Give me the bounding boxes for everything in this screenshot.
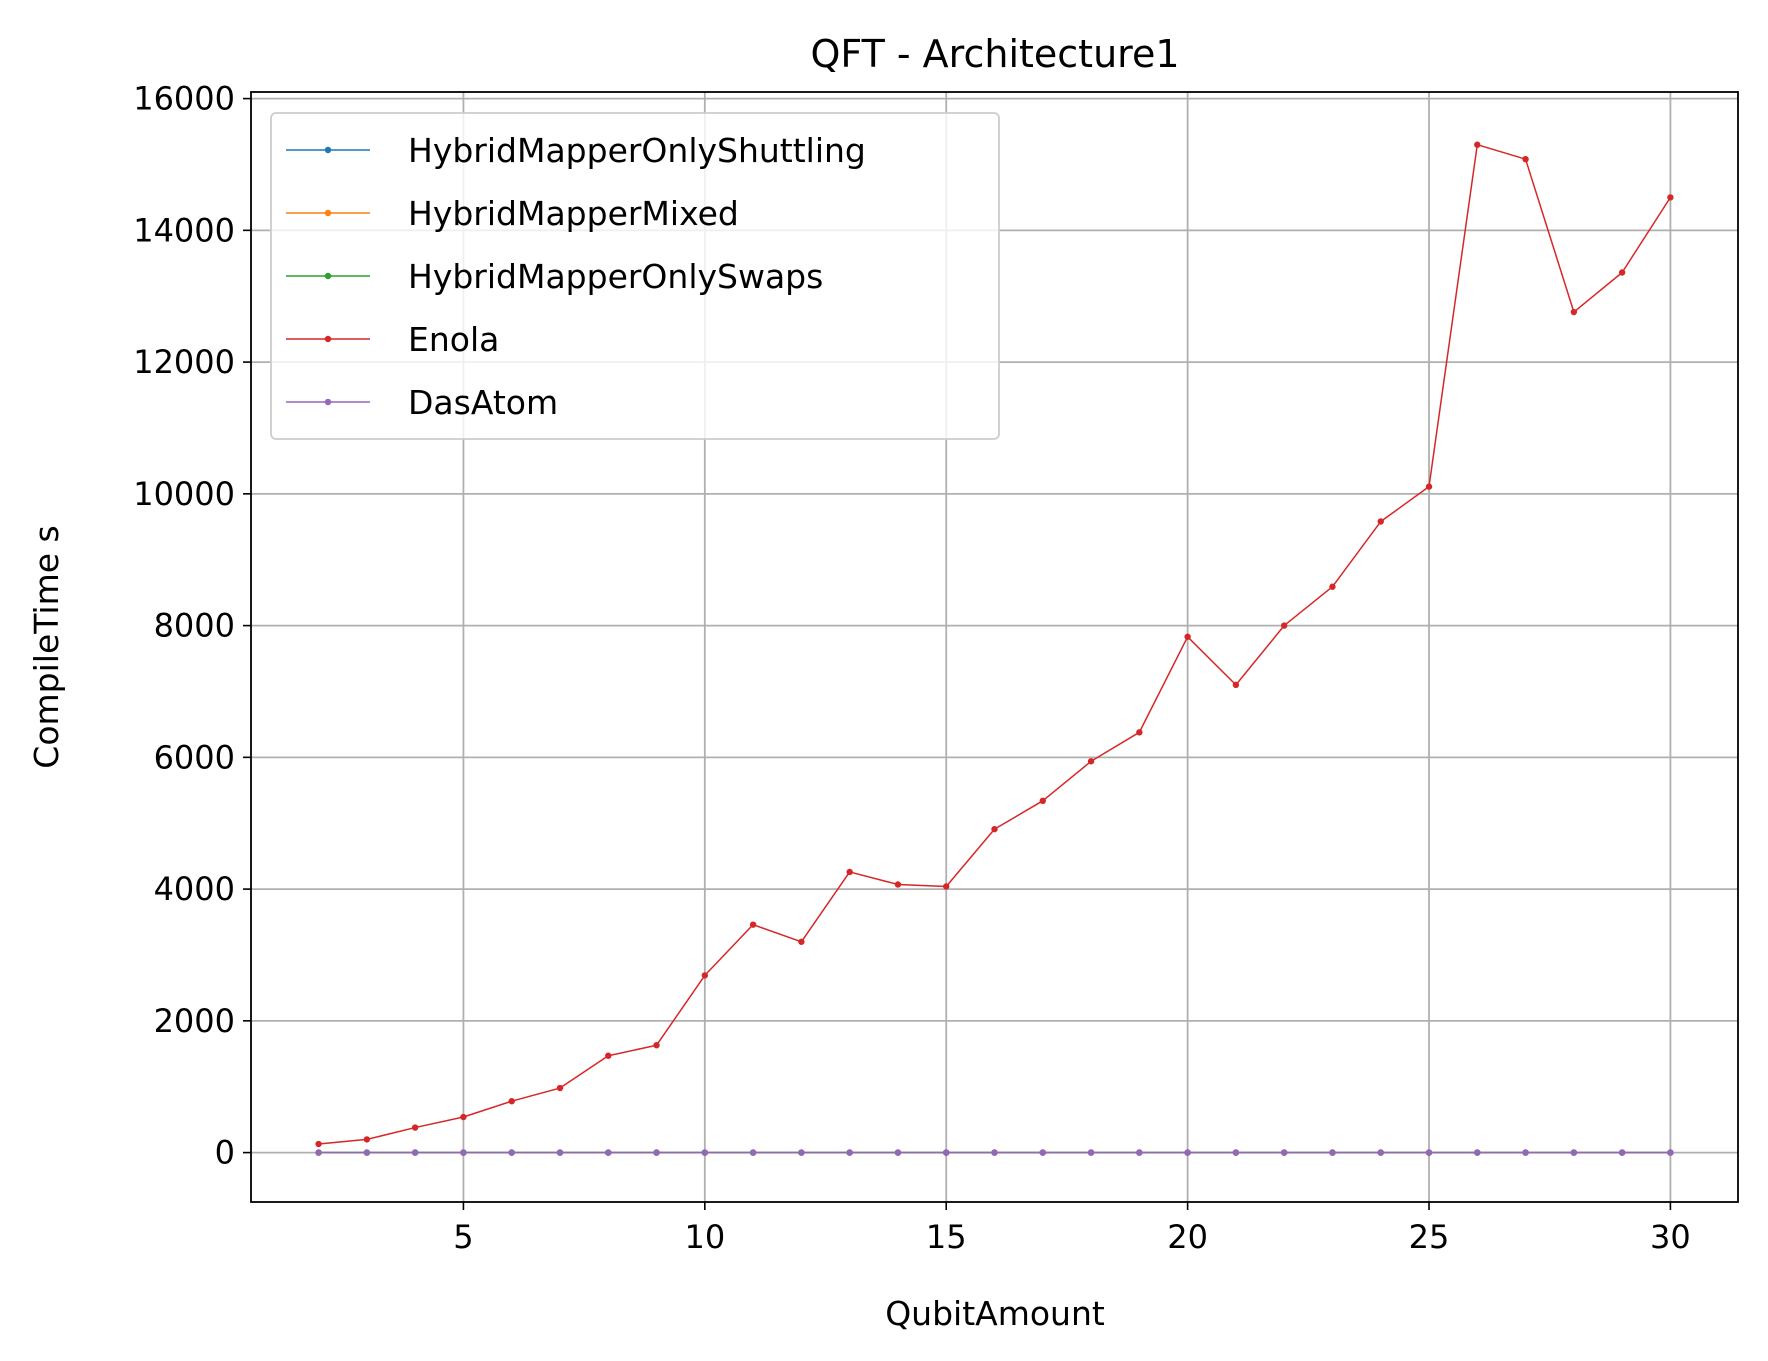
data-point-DasAtom — [508, 1149, 515, 1156]
data-point-Enola — [363, 1136, 371, 1143]
y-tick-label: 14000 — [133, 211, 235, 249]
data-point-Enola — [991, 825, 998, 833]
data-point-Enola — [846, 868, 853, 876]
data-point-DasAtom — [315, 1149, 322, 1156]
legend-box — [270, 112, 1000, 440]
data-point-Enola — [1232, 681, 1240, 689]
data-point-Enola — [1425, 483, 1433, 490]
series-Enola — [315, 141, 1674, 1148]
y-axis-label: CompileTime s — [27, 525, 66, 768]
data-point-DasAtom — [846, 1149, 853, 1156]
legend-item: HybridMapperOnlySwaps — [286, 257, 823, 296]
data-point-DasAtom — [1474, 1149, 1481, 1156]
data-point-Enola — [653, 1042, 660, 1049]
data-point-Enola — [605, 1052, 612, 1059]
data-point-DasAtom — [1618, 1149, 1626, 1156]
data-point-DasAtom — [1184, 1149, 1191, 1156]
data-point-DasAtom — [701, 1149, 709, 1156]
y-tick-label: 10000 — [133, 475, 235, 513]
data-point-Enola — [1039, 797, 1046, 805]
series-layer — [315, 141, 1674, 1156]
data-point-DasAtom — [1232, 1149, 1240, 1156]
legend-item: HybridMapperOnlyShuttling — [286, 131, 866, 170]
data-point-DasAtom — [798, 1149, 805, 1156]
x-tick-label: 5 — [453, 1218, 473, 1256]
data-point-DasAtom — [1570, 1149, 1578, 1156]
x-axis-label: QubitAmount — [885, 1294, 1105, 1333]
data-point-Enola — [749, 921, 757, 928]
data-point-Enola — [1087, 758, 1095, 765]
data-point-DasAtom — [1087, 1149, 1095, 1156]
data-point-Enola — [1570, 308, 1578, 316]
data-point-Enola — [315, 1140, 322, 1148]
data-point-DasAtom — [363, 1149, 371, 1156]
legend-marker — [324, 398, 332, 406]
legend-item: DasAtom — [286, 383, 558, 422]
data-point-DasAtom — [991, 1149, 998, 1156]
legend-marker — [324, 335, 332, 343]
legend-item: Enola — [286, 320, 499, 359]
data-point-Enola — [1618, 269, 1626, 276]
data-point-DasAtom — [1377, 1149, 1384, 1156]
legend-label: HybridMapperOnlySwaps — [408, 257, 823, 296]
data-point-Enola — [1184, 633, 1191, 640]
legend-label: HybridMapperOnlyShuttling — [408, 131, 866, 170]
x-tick-label: 30 — [1650, 1218, 1691, 1256]
data-point-Enola — [1329, 583, 1336, 590]
data-point-Enola — [508, 1098, 515, 1105]
legend-label: DasAtom — [408, 383, 558, 422]
data-point-DasAtom — [411, 1149, 419, 1156]
y-tick-label: 8000 — [154, 607, 235, 645]
data-point-DasAtom — [556, 1149, 564, 1156]
legend-marker — [324, 146, 332, 154]
x-tick-label: 10 — [684, 1218, 725, 1256]
data-point-Enola — [1377, 518, 1384, 525]
data-point-DasAtom — [653, 1149, 660, 1156]
data-point-DasAtom — [1329, 1149, 1336, 1156]
chart-title: QFT - Architecture1 — [811, 32, 1180, 76]
plot-frame — [250, 91, 1739, 1203]
data-point-DasAtom — [894, 1149, 902, 1156]
y-tick-label: 4000 — [154, 870, 235, 908]
data-point-DasAtom — [1425, 1149, 1433, 1156]
y-tick-label: 16000 — [133, 80, 235, 118]
y-tick-label: 2000 — [154, 1002, 235, 1040]
x-tick-label: 20 — [1167, 1218, 1208, 1256]
data-point-DasAtom — [1280, 1149, 1288, 1156]
legend: HybridMapperOnlyShuttling HybridMapperMix… — [270, 112, 1000, 440]
data-point-Enola — [943, 883, 950, 890]
data-point-Enola — [556, 1084, 564, 1092]
y-tick-label: 12000 — [133, 343, 235, 381]
legend-label: Enola — [408, 320, 499, 359]
data-point-Enola — [411, 1124, 419, 1131]
legend-marker — [324, 209, 332, 217]
data-point-DasAtom — [1667, 1149, 1674, 1156]
data-point-DasAtom — [749, 1149, 757, 1156]
data-point-DasAtom — [1136, 1149, 1143, 1156]
data-point-Enola — [1667, 194, 1674, 201]
data-point-Enola — [1280, 622, 1288, 629]
y-tick-label: 0 — [215, 1134, 235, 1172]
data-point-DasAtom — [1039, 1149, 1046, 1156]
legend-label: HybridMapperMixed — [408, 194, 739, 233]
legend-item: HybridMapperMixed — [286, 194, 739, 233]
x-tick-label: 25 — [1409, 1218, 1450, 1256]
data-point-DasAtom — [460, 1149, 467, 1156]
x-tick-label: 15 — [926, 1218, 967, 1256]
data-point-DasAtom — [605, 1149, 612, 1156]
ticks: 5 10 15 20 25 30 0 2000 4000 6000 8000 10000 12000 14… — [133, 80, 1691, 1256]
data-point-DasAtom — [943, 1149, 950, 1156]
data-point-Enola — [701, 972, 709, 979]
legend-marker — [324, 272, 332, 280]
series-DasAtom — [315, 1149, 1674, 1156]
data-point-Enola — [1522, 155, 1529, 163]
y-tick-label: 6000 — [154, 738, 235, 776]
data-point-Enola — [1474, 141, 1481, 148]
data-point-Enola — [798, 938, 805, 945]
data-point-Enola — [460, 1113, 467, 1121]
data-point-DasAtom — [1522, 1149, 1529, 1156]
data-point-Enola — [894, 881, 902, 888]
data-point-Enola — [1136, 729, 1143, 736]
